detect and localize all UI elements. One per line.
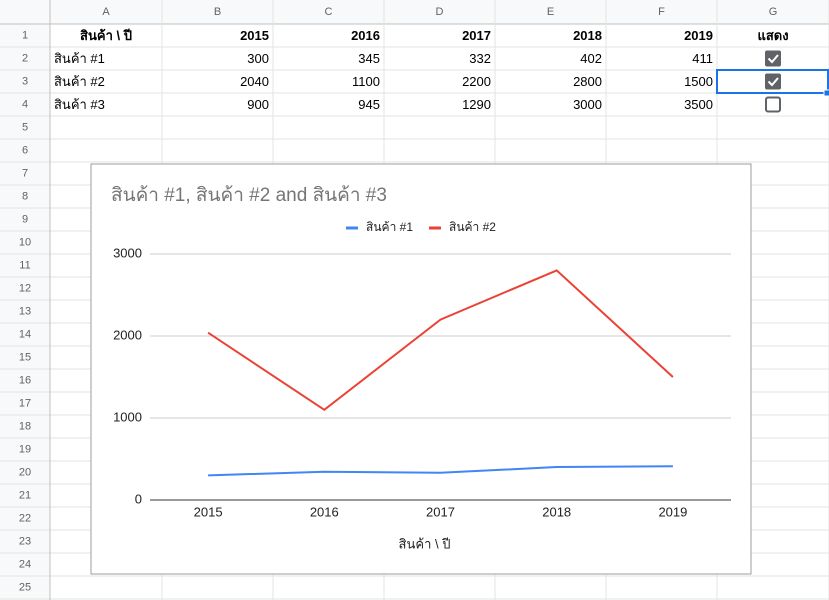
row-number: 19 [19,443,31,455]
line-series [208,465,673,477]
cell-value: 1290 [462,97,491,112]
cell-value: 900 [247,97,269,112]
header-cell: 2019 [684,28,713,43]
y-tick-label: 3000 [113,245,142,260]
cell-value: 411 [692,51,713,66]
chart-frame [90,163,752,575]
header-cell: 2017 [462,28,491,43]
x-tick-label: 2016 [310,504,339,519]
cell-value: 300 [247,51,269,66]
row-number: 21 [19,489,31,501]
y-tick-label: 1000 [113,409,142,424]
row-number: 20 [19,466,31,478]
x-tick-label: 2015 [194,504,223,519]
fill-handle [823,89,829,97]
cell-value: 2040 [240,74,269,89]
header-cell: 2016 [351,28,380,43]
row-number: 12 [19,282,31,294]
cell-value: 345 [358,51,380,66]
legend-label: สินค้า #1 [366,220,413,234]
header-cell: 2015 [240,28,269,43]
column-header: D [436,6,444,18]
row-number: 4 [22,98,28,110]
column-header: F [658,6,665,18]
row-number: 15 [19,351,31,363]
x-tick-label: 2017 [426,504,455,519]
row-number: 18 [19,420,31,432]
header-cell: แสดง [757,28,788,43]
column-header: A [102,6,110,18]
x-axis-title: สินค้า \ ปี [398,536,450,551]
row-number: 6 [22,144,28,156]
row-number: 10 [19,236,31,248]
row-number: 1 [22,29,28,41]
header-cell: 2018 [573,28,602,43]
checkbox[interactable] [765,50,781,67]
y-tick-label: 0 [135,491,142,506]
checkmark [767,54,779,64]
row-number: 23 [19,535,31,547]
row-number: 13 [19,305,31,317]
x-tick-label: 2019 [658,504,687,519]
row-number: 2 [22,52,28,64]
y-tick-label: 2000 [113,327,142,342]
x-tick-label: 2018 [542,504,571,519]
product-name: สินค้า #2 [54,74,105,89]
cell-value: 332 [469,51,491,66]
row-number: 14 [19,328,31,340]
product-name: สินค้า #3 [54,97,105,112]
cell-value: 2200 [462,74,491,89]
column-header: E [547,6,554,18]
row-number: 24 [19,558,31,570]
checkmark [767,77,779,87]
chart: สินค้า #1, สินค้า #2 and สินค้า #3 0 1000 2… [90,163,752,575]
legend-label: สินค้า #2 [449,220,496,234]
row-number: 5 [22,121,28,133]
row-number: 16 [19,374,31,386]
column-header: C [325,6,333,18]
column-header: B [214,6,221,18]
row-number: 11 [19,259,30,271]
line-series [207,269,674,412]
checkbox[interactable] [765,73,781,90]
row-number: 3 [22,75,28,87]
chart-title: สินค้า #1, สินค้า #2 and สินค้า #3 [111,185,387,206]
row-number: 8 [22,190,28,202]
column-header-bar [0,0,829,24]
checkbox[interactable] [765,96,781,113]
cell-value: 1500 [684,74,713,89]
row-number: 25 [19,581,31,593]
cell-value: 2800 [573,74,602,89]
column-header: G [769,6,778,18]
row-number: 17 [19,397,31,409]
cell-value: 3500 [684,97,713,112]
row-number: 22 [19,512,31,524]
cell-value: 3000 [573,97,602,112]
cell-value: 945 [358,97,380,112]
header-cell: สินค้า \ ปี [80,28,132,43]
row-number: 7 [22,167,28,179]
product-name: สินค้า #1 [54,51,105,66]
cell-value: 1100 [352,74,380,89]
row-number: 9 [22,213,28,225]
selected-cell[interactable] [716,69,829,94]
cell-value: 402 [580,51,602,66]
